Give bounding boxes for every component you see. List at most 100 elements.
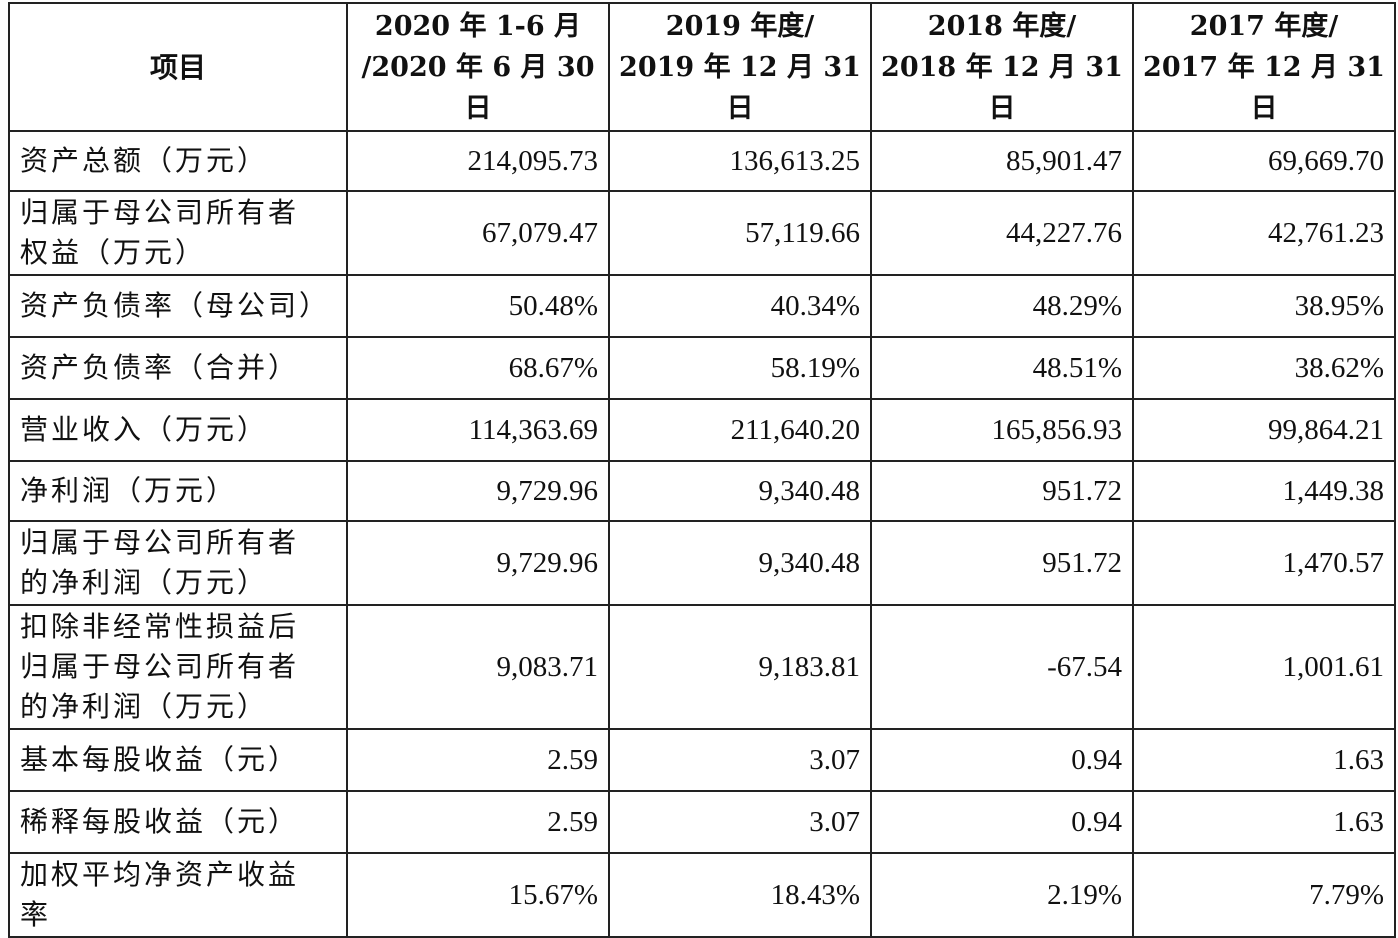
header-line: 日 (1250, 92, 1278, 124)
table-row: 加权平均净资产收益率 15.67% 18.43% 2.19% 7.79% (8, 852, 1396, 938)
row-label-line: 归属于母公司所有者 (20, 196, 300, 229)
table-row: 稀释每股收益（元） 2.59 3.07 0.94 1.63 (8, 790, 1396, 854)
row-label-line: 基本每股收益（元） (20, 743, 300, 776)
row-label-line: 的净利润（万元） (20, 566, 269, 599)
value-cell: 3.07 (608, 790, 872, 854)
value-cell: 85,901.47 (870, 130, 1134, 192)
header-line: 日 (464, 92, 492, 124)
value-cell: 7.79% (1132, 852, 1396, 938)
row-label-line: 权益（万元） (20, 236, 207, 269)
row-label-line: 率 (20, 898, 52, 931)
header-period-2018: 2018 年度/ 2018 年 12 月 31 日 (870, 2, 1134, 132)
value-cell: 0.94 (870, 728, 1134, 792)
header-line: 2020 年 1-6 月 (374, 10, 582, 42)
value-cell: 67,079.47 (346, 190, 610, 276)
row-label-line: 归属于母公司所有者 (20, 650, 300, 683)
header-line: 日 (726, 92, 754, 124)
header-line: 2019 年 12 月 31 (619, 51, 861, 83)
header-period-2019: 2019 年度/ 2019 年 12 月 31 日 (608, 2, 872, 132)
value-cell: 42,761.23 (1132, 190, 1396, 276)
row-label-line: 净利润（万元） (20, 474, 238, 507)
value-cell: 2.19% (870, 852, 1134, 938)
row-label: 净利润（万元） (8, 460, 348, 522)
header-line: 2018 年 12 月 31 (881, 51, 1123, 83)
header-row: 项目 2020 年 1-6 月 /2020 年 6 月 30 日 2019 年度… (8, 2, 1396, 132)
row-label-line: 归属于母公司所有者 (20, 526, 300, 559)
row-label: 基本每股收益（元） (8, 728, 348, 792)
value-cell: 951.72 (870, 520, 1134, 606)
value-cell: 58.19% (608, 336, 872, 400)
value-cell: 44,227.76 (870, 190, 1134, 276)
value-cell: 38.62% (1132, 336, 1396, 400)
row-label-line: 资产总额（万元） (20, 144, 269, 177)
value-cell: 40.34% (608, 274, 872, 338)
row-label-line: 扣除非经常性损益后 (20, 610, 300, 643)
value-cell: 9,083.71 (346, 604, 610, 730)
value-cell: 2.59 (346, 728, 610, 792)
header-line: /2020 年 6 月 30 (361, 51, 595, 83)
row-label-line: 的净利润（万元） (20, 690, 269, 723)
table-row: 归属于母公司所有者 权益（万元） 67,079.47 57,119.66 44,227.… (8, 190, 1396, 276)
table-row: 归属于母公司所有者 的净利润（万元） 9,729.96 9,340.48 951.72 1… (8, 520, 1396, 606)
table-row: 资产负债率（母公司） 50.48% 40.34% 48.29% 38.95% (8, 274, 1396, 338)
table-row: 营业收入（万元） 114,363.69 211,640.20 165,856.93 99… (8, 398, 1396, 462)
header-line: 2017 年度/ (1189, 10, 1339, 42)
row-label: 资产总额（万元） (8, 130, 348, 192)
value-cell: 114,363.69 (346, 398, 610, 462)
row-label-line: 稀释每股收益（元） (20, 805, 300, 838)
table-row: 基本每股收益（元） 2.59 3.07 0.94 1.63 (8, 728, 1396, 792)
value-cell: 15.67% (346, 852, 610, 938)
value-cell: 9,340.48 (608, 460, 872, 522)
row-label-line: 营业收入（万元） (20, 413, 269, 446)
value-cell: 951.72 (870, 460, 1134, 522)
value-cell: 38.95% (1132, 274, 1396, 338)
value-cell: 214,095.73 (346, 130, 610, 192)
value-cell: 3.07 (608, 728, 872, 792)
value-cell: 9,183.81 (608, 604, 872, 730)
value-cell: 1.63 (1132, 790, 1396, 854)
header-line: 2017 年 12 月 31 (1143, 51, 1385, 83)
value-cell: 99,864.21 (1132, 398, 1396, 462)
header-period-2017: 2017 年度/ 2017 年 12 月 31 日 (1132, 2, 1396, 132)
value-cell: 48.51% (870, 336, 1134, 400)
row-label: 加权平均净资产收益率 (8, 852, 348, 938)
value-cell: 1.63 (1132, 728, 1396, 792)
value-cell: 1,001.61 (1132, 604, 1396, 730)
value-cell: 18.43% (608, 852, 872, 938)
value-cell: 48.29% (870, 274, 1134, 338)
table-row: 净利润（万元） 9,729.96 9,340.48 951.72 1,449.38 (8, 460, 1396, 522)
value-cell: 50.48% (346, 274, 610, 338)
value-cell: 136,613.25 (608, 130, 872, 192)
value-cell: 69,669.70 (1132, 130, 1396, 192)
value-cell: 211,640.20 (608, 398, 872, 462)
financial-summary-table: 项目 2020 年 1-6 月 /2020 年 6 月 30 日 2019 年度… (8, 2, 1396, 938)
value-cell: 1,470.57 (1132, 520, 1396, 606)
row-label-line: 资产负债率（合并） (20, 351, 300, 384)
table-row: 资产负债率（合并） 68.67% 58.19% 48.51% 38.62% (8, 336, 1396, 400)
row-label: 归属于母公司所有者 的净利润（万元） (8, 520, 348, 606)
row-label: 稀释每股收益（元） (8, 790, 348, 854)
value-cell: -67.54 (870, 604, 1134, 730)
value-cell: 9,340.48 (608, 520, 872, 606)
header-item: 项目 (8, 2, 348, 132)
value-cell: 1,449.38 (1132, 460, 1396, 522)
value-cell: 9,729.96 (346, 460, 610, 522)
header-line: 2019 年度/ (665, 10, 815, 42)
value-cell: 68.67% (346, 336, 610, 400)
table-row: 扣除非经常性损益后 归属于母公司所有者 的净利润（万元） 9,083.71 9,183.… (8, 604, 1396, 730)
value-cell: 57,119.66 (608, 190, 872, 276)
value-cell: 0.94 (870, 790, 1134, 854)
row-label: 归属于母公司所有者 权益（万元） (8, 190, 348, 276)
value-cell: 165,856.93 (870, 398, 1134, 462)
row-label: 资产负债率（母公司） (8, 274, 348, 338)
table-row: 资产总额（万元） 214,095.73 136,613.25 85,901.47 69,… (8, 130, 1396, 192)
value-cell: 2.59 (346, 790, 610, 854)
header-line: 日 (988, 92, 1016, 124)
value-cell: 9,729.96 (346, 520, 610, 606)
header-period-2020h1: 2020 年 1-6 月 /2020 年 6 月 30 日 (346, 2, 610, 132)
row-label-line: 资产负债率（母公司） (20, 289, 331, 322)
row-label: 资产负债率（合并） (8, 336, 348, 400)
row-label: 扣除非经常性损益后 归属于母公司所有者 的净利润（万元） (8, 604, 348, 730)
header-line: 2018 年度/ (927, 10, 1077, 42)
row-label-line: 加权平均净资产收益 (20, 858, 300, 891)
